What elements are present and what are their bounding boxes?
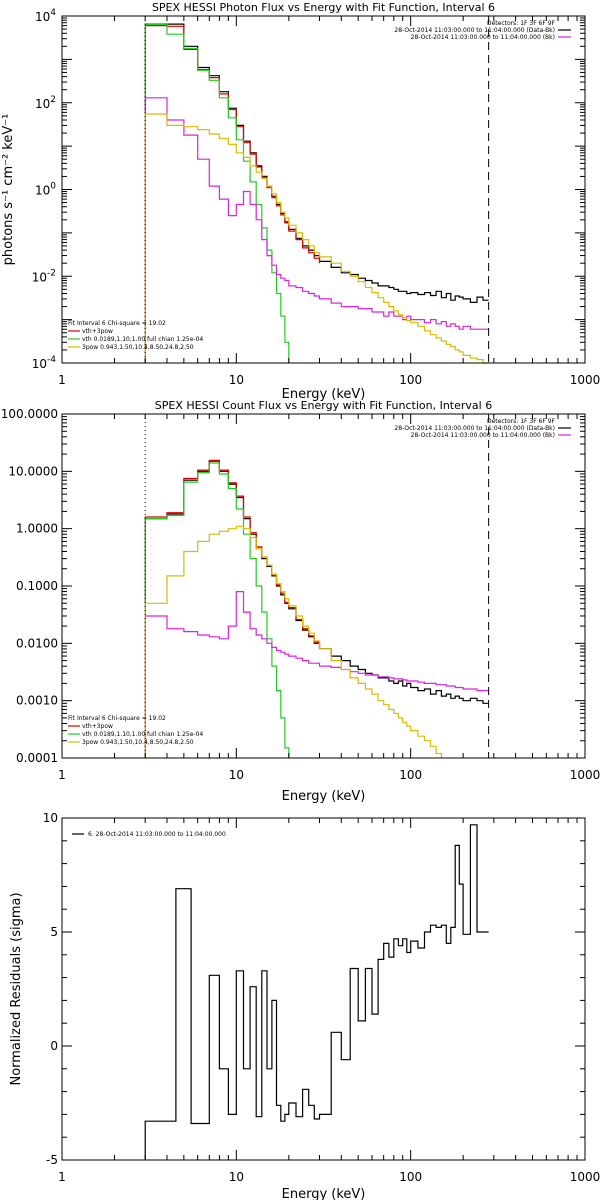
x-tick-label: 1 [58, 373, 66, 387]
x-axis-label: Energy (keV) [282, 387, 366, 402]
y-tick-label: 10-2 [32, 268, 56, 284]
y-tick-label: 10.0000 [8, 464, 58, 478]
x-tick-label: 100 [399, 768, 422, 782]
y-tick-exponent: -4 [47, 355, 56, 365]
y-tick-label: 0.1000 [16, 579, 58, 593]
y-tick-label: -5 [46, 1153, 58, 1167]
series-line-2 [144, 23, 290, 363]
series-line-4 [144, 525, 442, 758]
legend-top-right-text: Detectors: 1F 3F 6F 9F [487, 20, 556, 27]
y-tick-label: 10 [43, 811, 58, 825]
y-axis-label: photons s⁻¹ cm⁻² keV⁻¹ [1, 114, 16, 266]
y-tick-label: 0 [50, 1039, 58, 1053]
plot-frame [61, 817, 586, 1161]
y-tick-mantissa: 10 [35, 184, 50, 198]
x-tick-label: 10 [229, 373, 244, 387]
series-line-3 [144, 591, 489, 758]
legend-bottom-left-text: vth+3pow [82, 723, 113, 730]
x-tick-label: 1000 [570, 1170, 600, 1184]
y-tick-exponent: 0 [50, 182, 56, 192]
y-tick-label: 100.0000 [1, 407, 58, 421]
legend-top-right-text: Detectors: 1F 3F 6F 9F [487, 418, 556, 425]
y-tick-label: 1.0000 [16, 522, 58, 536]
x-tick-label: 1000 [570, 373, 600, 387]
x-tick-label: 100 [399, 373, 422, 387]
x-tick-label: 10 [229, 1170, 244, 1184]
y-tick-mantissa: 10 [32, 270, 47, 284]
legend-bottom-left-text: Fit Interval 6 Chi-square = 19.02 [68, 320, 166, 327]
y-tick-label: 100 [35, 182, 56, 198]
y-tick-label: 0.0010 [16, 694, 58, 708]
y-tick-label: 102 [35, 95, 56, 111]
series-line-0 [144, 23, 489, 363]
x-tick-label: 1000 [570, 768, 600, 782]
count-flux-panel: SPEX HESSI Count Flux vs Energy with Fit… [1, 399, 600, 804]
legend-bottom-left-text: vth 0.0189,1.10,1.00 full chian 1.25e-04 [82, 336, 203, 343]
legend-bottom-left-text: vth+3pow [82, 328, 113, 335]
x-tick-label: 1 [58, 768, 66, 782]
y-tick-label: 0.0001 [16, 751, 58, 765]
x-tick-label: 100 [399, 1170, 422, 1184]
y-tick-mantissa: 10 [35, 10, 50, 24]
photon-flux-panel: SPEX HESSI Photon Flux vs Energy with Fi… [1, 1, 600, 402]
legend-top-left-text: 6. 28-Oct-2014 11:03:00.000 to 11:04:00.… [88, 831, 226, 838]
legend-bottom-left-text: Fit Interval 6 Chi-square = 19.02 [68, 715, 166, 722]
y-axis-label: Normalized Residuals (sigma) [9, 892, 24, 1085]
legend-bottom-left-text: 3pow 0.943,1.50,10.4,8.50,24.8,2.50 [82, 344, 194, 351]
legend-top-right-text: 28-Oct-2014 11:03:00.000 to 11:04:00.000… [411, 432, 555, 439]
x-axis-label: Energy (keV) [282, 789, 366, 804]
legend-top-right-text: 28-Oct-2014 11:03:00.000 to 11:04:00.000… [394, 27, 555, 34]
y-tick-label: 104 [35, 8, 56, 24]
series-line-2 [144, 462, 290, 758]
x-tick-label: 1 [58, 1170, 66, 1184]
series-line-4 [144, 113, 489, 364]
legend-top-right-text: 28-Oct-2014 11:03:00.000 to 11:04:00.000… [411, 34, 555, 41]
residuals-panel: 1 10 100 1000 -5 0 5 10 Energy (keV) Normalized R… [9, 811, 600, 1200]
y-tick-label: 5 [50, 925, 58, 939]
y-tick-mantissa: 10 [32, 357, 47, 371]
chart-title: SPEX HESSI Photon Flux vs Energy with Fi… [152, 1, 495, 14]
y-tick-label: 0.0100 [16, 636, 58, 650]
legend-top-right-text: 28-Oct-2014 11:03:00.000 to 11:04:00.000… [394, 425, 555, 432]
x-tick-label: 10 [229, 768, 244, 782]
legend-bottom-left-text: vth 0.0189,1.10,1.00 full chian 1.25e-04 [82, 731, 203, 738]
y-tick-exponent: -2 [47, 268, 56, 278]
y-tick-label: 10-4 [32, 355, 57, 371]
series-line-0 [144, 824, 489, 1160]
y-tick-exponent: 4 [50, 8, 56, 18]
legend-bottom-left-text: 3pow 0.943,1.50,10.4,8.50,24.8,2.50 [82, 739, 194, 746]
chart-title: SPEX HESSI Count Flux vs Energy with Fit… [155, 399, 492, 412]
y-tick-mantissa: 10 [35, 97, 50, 111]
series-line-3 [144, 97, 489, 363]
x-axis-label: Energy (keV) [282, 1187, 366, 1200]
y-tick-exponent: 2 [50, 95, 56, 105]
